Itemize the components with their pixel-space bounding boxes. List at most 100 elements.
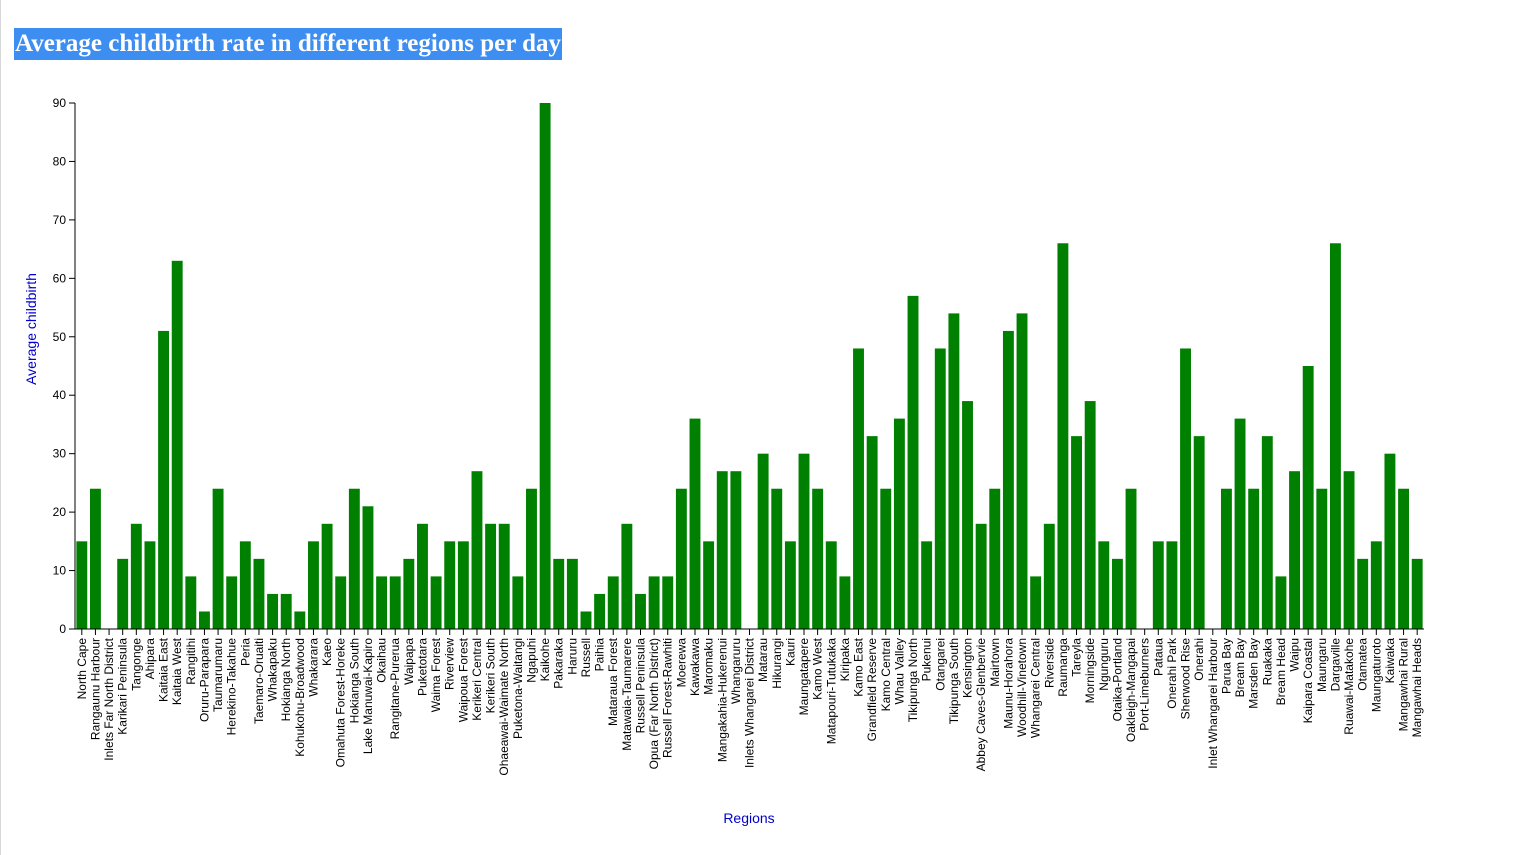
bar xyxy=(117,558,129,629)
x-tick-label: Waipu xyxy=(1288,638,1302,672)
y-tick-label: 30 xyxy=(53,447,67,461)
bar xyxy=(1275,576,1287,629)
x-tick-label: Matapouri-Tutukaka xyxy=(824,638,838,745)
bar xyxy=(144,541,156,629)
bar xyxy=(689,418,701,629)
x-tick-label: Inlets Whangarei District xyxy=(743,637,757,768)
x-tick-label: Rangitihi xyxy=(184,638,198,685)
bar xyxy=(1329,243,1341,629)
bar xyxy=(417,523,428,629)
x-tick-label: Ahipara xyxy=(143,638,157,680)
bar xyxy=(1030,576,1042,629)
x-axis-label: Regions xyxy=(723,810,774,826)
x-axis: North Cape Rangaunu Harbour Inlets Far Nor… xyxy=(75,628,1424,776)
x-tick-label: Abbey Caves-Glenbervie xyxy=(974,638,988,772)
y-tick-label: 10 xyxy=(53,564,67,578)
bar xyxy=(1152,541,1164,629)
x-tick-label: Waipoua Forest xyxy=(456,637,470,722)
bar xyxy=(716,471,728,629)
x-tick-label: Kamo East xyxy=(852,637,866,696)
y-tick-label: 20 xyxy=(53,505,67,519)
x-tick-label: Morningside xyxy=(1083,638,1097,704)
x-tick-label: Matawaia-Taumarere xyxy=(620,638,634,751)
x-tick-label: Kawakawa xyxy=(688,638,702,696)
bar xyxy=(662,576,674,629)
x-tick-label: Hokianga South xyxy=(347,638,361,723)
bar xyxy=(1071,436,1082,629)
x-tick-label: Bream Head xyxy=(1274,638,1288,705)
bar xyxy=(267,593,279,629)
bar xyxy=(580,611,592,629)
y-tick-label: 90 xyxy=(53,96,67,110)
y-axis-label: Average childbirth xyxy=(23,273,39,385)
bar xyxy=(403,558,415,629)
x-tick-label: Kerikeri South xyxy=(484,638,498,713)
x-tick-label: North Cape xyxy=(75,638,89,700)
bar xyxy=(607,576,619,629)
bars-group xyxy=(76,103,1423,629)
x-tick-label: Hokianga North xyxy=(279,638,293,721)
x-tick-label: Ruawai-Matakohe xyxy=(1342,638,1356,735)
y-tick-label: 50 xyxy=(53,330,67,344)
bar xyxy=(1289,471,1300,629)
bar xyxy=(280,593,292,629)
x-tick-label: Maungaru xyxy=(1315,638,1329,692)
bar xyxy=(1220,488,1232,629)
bar xyxy=(185,576,197,629)
x-tick-label: Okaihau xyxy=(375,638,389,683)
x-tick-label: Tareyla xyxy=(1070,638,1084,677)
bar xyxy=(566,558,578,629)
x-tick-label: Maungatapere xyxy=(797,638,811,716)
bar xyxy=(253,558,265,629)
y-tick-label: 40 xyxy=(53,388,67,402)
x-tick-label: Paihia xyxy=(593,638,607,672)
x-tick-label: Inlet Whangarei Harbour xyxy=(1206,638,1220,769)
x-tick-label: Grandfield Reserve xyxy=(865,638,879,742)
y-tick-label: 0 xyxy=(59,622,66,636)
x-tick-label: Riverside xyxy=(1042,638,1056,688)
bar xyxy=(89,488,101,629)
bar xyxy=(1398,488,1410,629)
bar xyxy=(934,348,946,629)
x-tick-label: Kensington xyxy=(961,638,975,698)
x-tick-label: Rangaunu Harbour xyxy=(88,638,102,740)
bar xyxy=(430,576,442,629)
bar xyxy=(199,611,210,629)
bar xyxy=(362,506,374,629)
x-tick-label: Oruru-Parapara xyxy=(197,638,211,722)
x-tick-label: Whangaruru xyxy=(729,638,743,704)
bar xyxy=(1193,436,1205,629)
bar xyxy=(812,488,824,629)
x-tick-label: Whau Valley xyxy=(892,638,906,704)
bar xyxy=(1043,523,1055,629)
bar xyxy=(1057,243,1069,629)
x-tick-label: Onerahi Park xyxy=(1165,637,1179,709)
x-tick-label: Port-Limeburners xyxy=(1138,638,1152,731)
x-tick-label: Russell Forest-Rawhiti xyxy=(661,638,675,758)
x-tick-label: Ngunguru xyxy=(1097,638,1111,691)
x-tick-label: Mangakahia-Hukerenui xyxy=(715,638,729,762)
x-tick-label: Tikipunga South xyxy=(947,638,961,724)
bar xyxy=(621,523,633,629)
bar xyxy=(1016,313,1028,629)
x-tick-label: Kaipara Coastal xyxy=(1301,638,1315,723)
x-tick-label: Hikurangi xyxy=(770,638,784,689)
bar xyxy=(512,576,524,629)
bar xyxy=(1248,488,1260,629)
bar xyxy=(1084,401,1096,629)
bar xyxy=(1302,366,1314,629)
x-tick-label: Puketotara xyxy=(415,638,429,696)
x-tick-label: Whakapaku xyxy=(266,638,280,701)
bar xyxy=(1411,558,1423,629)
bar xyxy=(348,488,360,629)
x-tick-label: Otamatea xyxy=(1356,638,1370,691)
y-tick-label: 70 xyxy=(53,213,67,227)
x-tick-label: Whangarei Central xyxy=(1029,638,1043,738)
x-tick-label: Waipapa xyxy=(402,638,416,685)
bar xyxy=(907,295,919,629)
x-tick-label: Mairtown xyxy=(988,638,1002,687)
bar xyxy=(553,558,565,629)
bar xyxy=(212,488,224,629)
x-tick-label: Parua Bay xyxy=(1219,638,1233,694)
x-tick-label: Karikari Peninsula xyxy=(116,638,130,735)
